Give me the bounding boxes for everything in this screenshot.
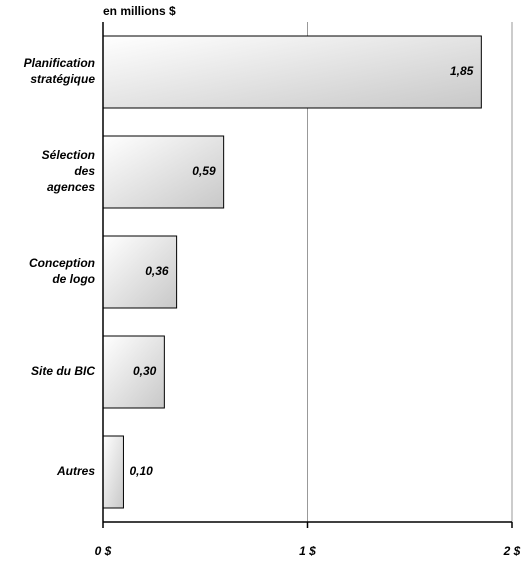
y-tick-label: Site du BIC [31, 364, 95, 378]
value-label: 0,10 [129, 464, 153, 478]
y-tick-label: Planification stratégique [24, 56, 96, 86]
bar [102, 135, 225, 209]
bar [102, 35, 482, 109]
value-label: 0,36 [145, 264, 169, 278]
x-tick-label: 1 $ [299, 544, 316, 558]
x-tick-label: 0 $ [95, 544, 112, 558]
chart-title: en millions $ [103, 4, 176, 18]
y-tick-label: Conception de logo [29, 256, 95, 286]
x-tick-label: 2 $ [503, 544, 521, 558]
y-tick-label: Autres [56, 464, 95, 478]
y-tick-label: Sélection des agences [42, 148, 96, 194]
value-label: 0,59 [192, 164, 216, 178]
value-label: 1,85 [450, 64, 474, 78]
bar [102, 435, 124, 509]
bar [102, 335, 165, 409]
value-label: 0,30 [133, 364, 157, 378]
